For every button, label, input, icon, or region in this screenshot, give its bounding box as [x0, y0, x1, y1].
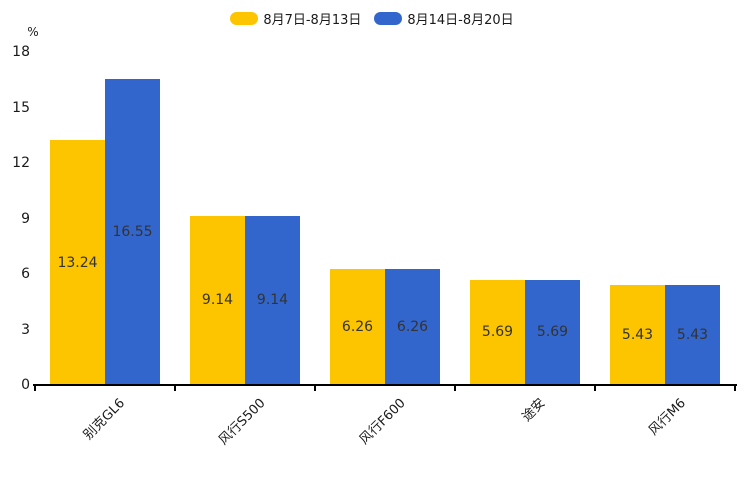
x-axis-tick-mark: [454, 386, 456, 391]
bar-series2-风行S500[interactable]: 9.14: [245, 215, 300, 385]
bar-series2-风行F600[interactable]: 6.26: [385, 269, 440, 385]
bar-series1-风行S500[interactable]: 9.14: [190, 215, 245, 385]
bar-series1-途安[interactable]: 5.69: [470, 279, 525, 385]
bar-value-label: 5.69: [536, 324, 569, 341]
x-axis-tick-mark: [734, 386, 736, 391]
legend-label-week1: 8月7日-8月13日: [263, 13, 362, 28]
y-tick-label-15: 15: [12, 99, 30, 116]
bar-value-label: 13.24: [57, 254, 98, 271]
bar-value-label: 9.14: [201, 292, 234, 309]
bar-series1-风行M6[interactable]: 5.43: [610, 284, 665, 385]
x-tick-label-途安: 途安: [519, 395, 549, 425]
bar-value-label: 16.55: [112, 223, 153, 240]
bar-value-label: 9.14: [256, 292, 289, 309]
bar-series2-风行M6[interactable]: 5.43: [665, 284, 720, 385]
x-tick-label-风行M6: 风行M6: [645, 395, 689, 439]
x-axis-line: [33, 384, 737, 386]
legend-item-week1[interactable]: 8月7日-8月13日: [230, 9, 361, 28]
y-tick-label-9: 9: [21, 210, 30, 227]
y-tick-label-0: 0: [21, 377, 30, 393]
y-tick-label-6: 6: [21, 266, 30, 282]
bar-value-label: 5.43: [676, 326, 709, 343]
x-axis-tick-mark: [34, 386, 36, 391]
x-axis-tick-mark: [314, 386, 316, 391]
legend-swatch-week2-icon: [374, 12, 403, 25]
bar-series2-别克GL6[interactable]: 16.55: [105, 78, 160, 385]
bar-value-label: 5.69: [481, 324, 514, 341]
legend-item-week2[interactable]: 8月14日-8月20日: [374, 9, 514, 28]
legend-swatch-week1-icon: [230, 12, 259, 25]
x-axis-tick-mark: [174, 386, 176, 391]
bar-series2-途安[interactable]: 5.69: [525, 279, 580, 385]
y-tick-label-3: 3: [21, 321, 30, 338]
bar-value-label: 6.26: [396, 319, 429, 336]
x-tick-label-别克GL6: 别克GL6: [81, 395, 129, 443]
x-tick-label-风行F600: 风行F600: [356, 395, 409, 448]
x-axis-tick-mark: [594, 386, 596, 391]
y-tick-label-12: 12: [12, 155, 30, 171]
legend: 8月7日-8月13日 8月14日-8月20日: [0, 9, 744, 28]
bar-value-label: 5.43: [621, 326, 654, 343]
x-tick-label-风行S500: 风行S500: [216, 395, 269, 449]
y-tick-label-18: 18: [12, 44, 30, 60]
legend-label-week2: 8月14日-8月20日: [407, 13, 514, 28]
bar-series1-别克GL6[interactable]: 13.24: [50, 140, 105, 385]
y-axis-unit-label: %: [27, 25, 39, 39]
bar-value-label: 6.26: [341, 319, 374, 336]
bar-series1-风行F600[interactable]: 6.26: [330, 269, 385, 385]
